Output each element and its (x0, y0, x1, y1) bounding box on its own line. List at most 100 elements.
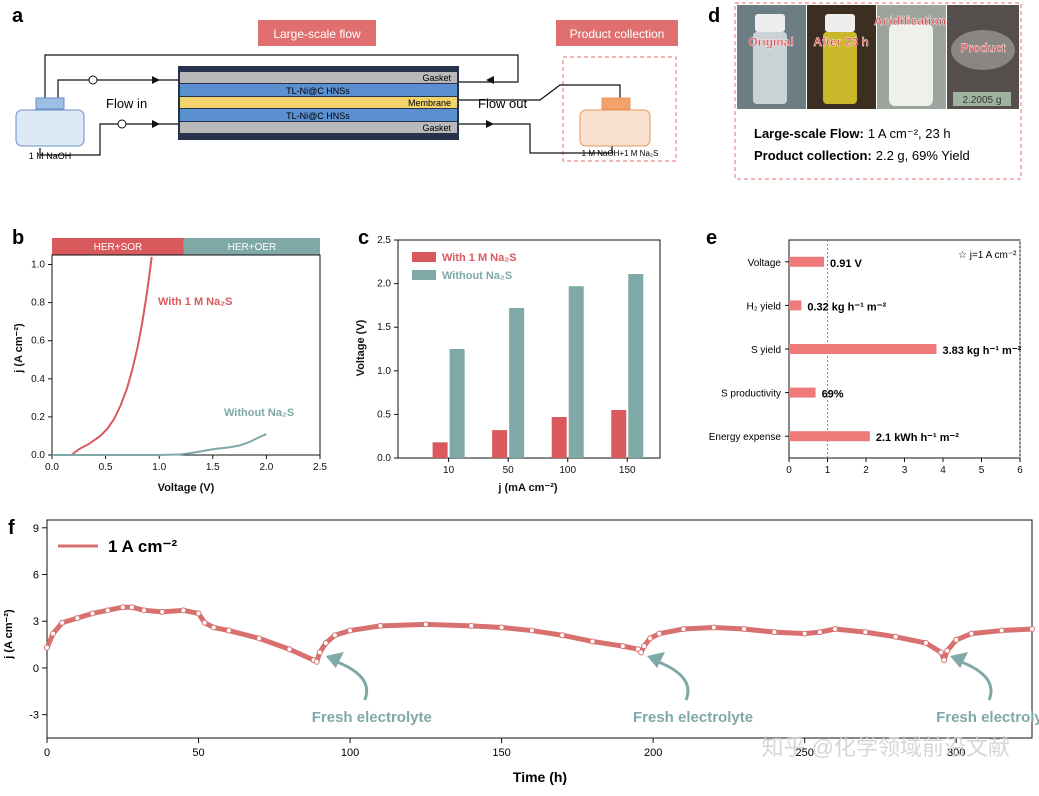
category-label: S yield (751, 345, 781, 356)
data-point (74, 615, 81, 622)
x-tick-label: 0.5 (99, 462, 113, 473)
data-point (741, 626, 748, 632)
chart-c-ylabel: Voltage (V) (355, 319, 367, 376)
collection-title: Product collection (570, 27, 665, 41)
chart-b-frame (51, 254, 321, 456)
annotation-arrowhead (325, 652, 344, 668)
x-tick-label: 200 (644, 747, 662, 759)
data-point (647, 635, 654, 642)
value-label: 2.1 kWh h⁻¹ m⁻² (876, 432, 959, 444)
data-point (559, 632, 566, 639)
membrane (180, 97, 457, 108)
data-point (528, 627, 535, 634)
annotation-arrow (955, 658, 993, 701)
y-tick-label: 0.0 (31, 450, 45, 461)
annotation-label: Fresh electrolyte (633, 709, 753, 726)
legend-label: 1 A cm⁻² (108, 537, 177, 556)
chart-e-plot: 0 1 2 3 4 5 6 Voltage 0.91 V H₂ yield 0.32 kg h⁻¹ … (709, 239, 1023, 476)
x-tick-label: 150 (619, 465, 636, 476)
region-band (52, 238, 184, 255)
flow-title-box (258, 20, 376, 46)
data-point (195, 610, 202, 617)
x-tick-label: 150 (492, 747, 510, 759)
category-label: Energy expense (709, 432, 782, 443)
pump-icon (88, 75, 98, 85)
y-tick-label: 0.2 (31, 412, 45, 423)
result-key: Product collection: (754, 148, 872, 163)
x-tick-label: 1.5 (206, 462, 220, 473)
arrow-in-top (152, 76, 160, 84)
x-tick-label: 4 (940, 465, 946, 476)
photo-box (734, 2, 1022, 180)
data-point (892, 633, 899, 640)
bar (551, 417, 567, 458)
value-label: 0.32 kg h⁻¹ m⁻² (807, 301, 886, 313)
x-tick-label: 5 (979, 465, 985, 476)
data-point (210, 624, 217, 631)
panel-label-a: a (12, 5, 24, 27)
legend-swatch (412, 252, 436, 262)
y-tick-label: 0.4 (31, 374, 45, 385)
series-line-1 (52, 433, 267, 456)
y-tick-label: 3 (33, 616, 39, 628)
photo-label: After 23 h (813, 35, 868, 49)
bar (509, 308, 525, 458)
y-tick-label: 0.8 (31, 298, 45, 309)
annotation-label: Fresh electrolyte (312, 709, 432, 726)
data-point (316, 649, 323, 656)
data-point (998, 627, 1005, 634)
bar (568, 286, 584, 458)
data-point (638, 649, 645, 656)
y-tick-label: 0.0 (377, 453, 391, 464)
chart-c-plot: 0.0 0.5 1.0 1.5 2.0 2.5 10 50 100 150 With 1 M Na₂… (377, 235, 661, 476)
annotation-arrow (331, 658, 369, 701)
panel-a: a Large-scale flow Product collection Ga… (12, 5, 678, 162)
flow-out-label: Flow out (478, 96, 528, 111)
vial-original (753, 32, 787, 104)
gasket-bottom (180, 122, 457, 133)
chart-c-frame (397, 239, 661, 459)
x-tick-label: 1.0 (152, 462, 166, 473)
data-point (953, 636, 960, 643)
category-label: Voltage (748, 258, 782, 269)
bar (492, 430, 508, 458)
reservoir-left-cap (35, 97, 65, 110)
data-point (159, 608, 166, 615)
x-tick-label: 1 (825, 465, 831, 476)
x-tick-label: 0 (44, 747, 50, 759)
series-label: Without Na₂S (224, 407, 294, 419)
electrode-top (180, 84, 457, 96)
flow-in-label: Flow in (106, 96, 147, 111)
data-point (201, 619, 208, 626)
bar (789, 431, 870, 442)
x-tick-label: 10 (443, 465, 455, 476)
panel-label-c: c (358, 227, 369, 249)
x-tick-label: 100 (559, 465, 576, 476)
data-point (225, 627, 232, 634)
data-point (286, 646, 293, 653)
result-value: 2.2 g, 69% Yield (876, 148, 970, 163)
vial-cap (755, 14, 785, 32)
y-tick-label: 1.0 (377, 366, 391, 377)
collection-dashed-box (562, 56, 677, 162)
data-point (619, 643, 626, 650)
chart-f-frame (46, 519, 1033, 739)
reservoir-left (15, 109, 85, 147)
x-tick-label: 300 (947, 747, 965, 759)
membrane-label: Membrane (408, 98, 451, 108)
y-tick-label: 0 (33, 663, 39, 675)
pump-icon (117, 119, 127, 129)
data-point (140, 607, 147, 614)
data-point (656, 630, 663, 637)
arrow-out-bottom (486, 120, 494, 128)
photo-label: Acidification (874, 14, 946, 28)
result-line-1: Large-scale Flow: 1 A cm⁻², 23 h (754, 126, 951, 141)
bar (789, 300, 802, 311)
reservoir-left-label: 1 M NaOH (29, 151, 72, 161)
region-label: HER+OER (228, 242, 277, 253)
bar (789, 344, 937, 354)
x-tick-label: 0.0 (45, 462, 59, 473)
data-point (938, 649, 945, 656)
y-tick-label: -3 (29, 710, 39, 722)
